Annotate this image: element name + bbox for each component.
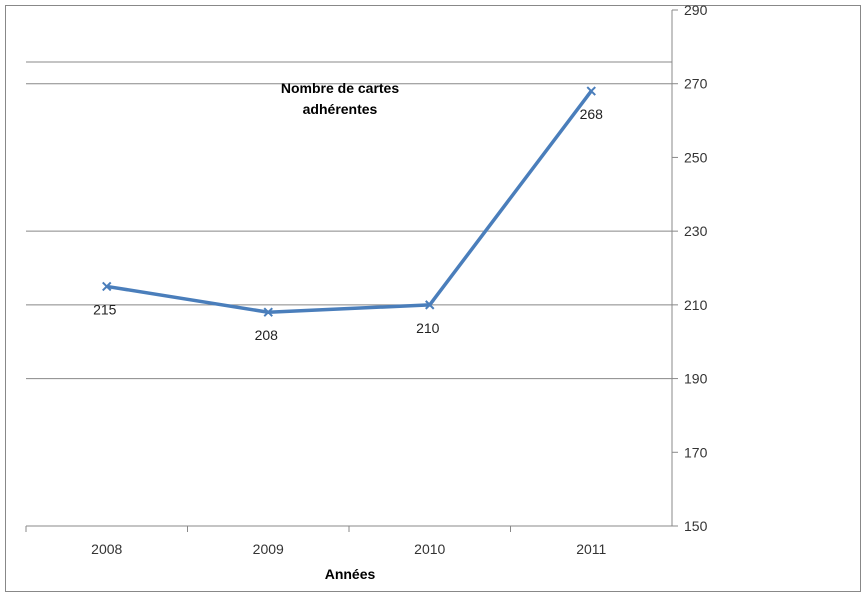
x-tick-label: 2008 [91,541,122,557]
data-label: 208 [255,327,279,343]
chart-title: Nombre de cartes adhérentes [250,78,430,120]
data-point [586,86,596,96]
y-tick-label: 170 [684,444,708,460]
y-tick-label: 190 [684,371,708,387]
series-line [106,90,593,314]
y-tick-label: 150 [684,518,708,534]
y-tick-label: 250 [684,149,708,165]
y-tick-label: 230 [684,223,708,239]
x-tick-label: 2011 [576,541,606,557]
data-point [425,300,435,310]
chart-title-line-1: Nombre de cartes [280,80,400,96]
x-axis-label: Années [324,566,376,582]
chart-title-line-2: adhérentes [302,101,378,117]
data-label: 215 [93,301,117,317]
data-label: 210 [416,320,440,336]
x-tick-label: 2009 [253,541,284,557]
chart-border [5,5,861,592]
x-tick-label: 2010 [414,541,445,557]
data-label: 268 [580,106,604,122]
y-tick-label: 290 [684,2,708,18]
y-tick-label: 210 [684,297,708,313]
y-tick-label: 270 [684,76,708,92]
data-point [263,307,273,317]
data-point [102,281,112,292]
